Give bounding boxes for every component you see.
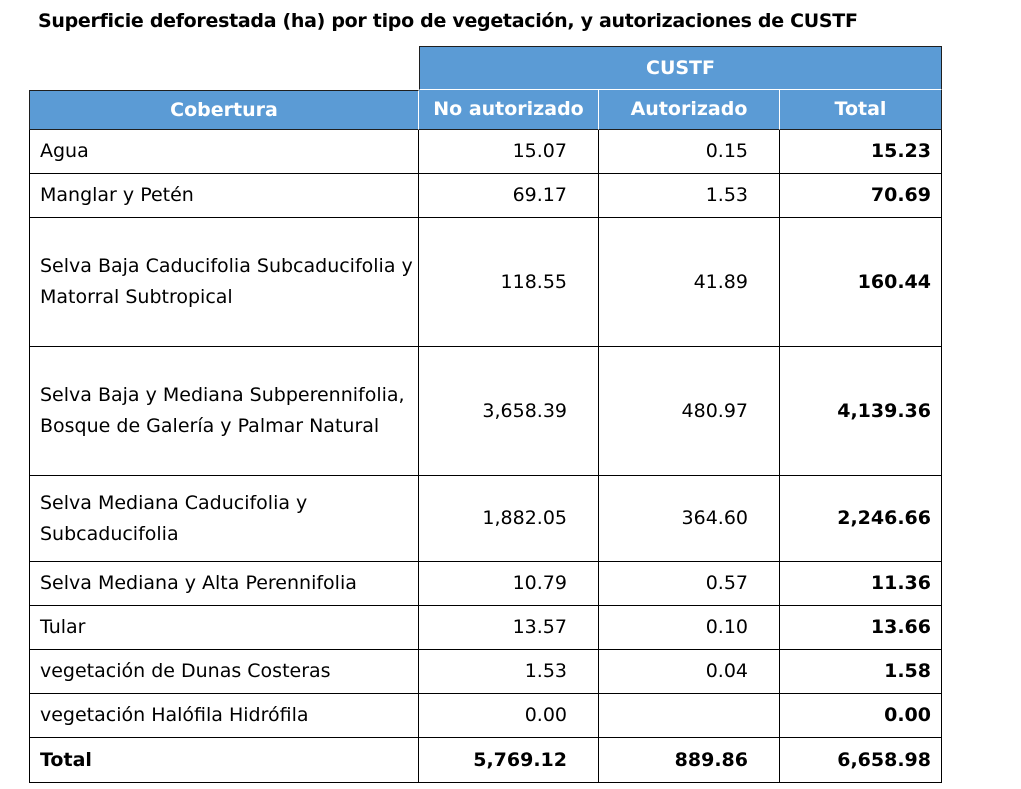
header-spacer [29, 46, 419, 90]
row-cobertura: vegetación Halófila Hidrófila [29, 694, 419, 738]
row-cobertura: Manglar y Petén [29, 174, 419, 218]
row-cobertura: Tular [29, 606, 419, 650]
table-title: Superficie deforestada (ha) por tipo de … [38, 10, 858, 32]
column-header-no-autorizado: No autorizado [419, 90, 599, 130]
row-total: 11.36 [780, 562, 942, 606]
row-autorizado: 480.97 [599, 347, 780, 476]
row-cobertura: Agua [29, 130, 419, 174]
row-no-autorizado: 1.53 [419, 650, 599, 694]
row-no-autorizado: 0.00 [419, 694, 599, 738]
row-autorizado: 0.04 [599, 650, 780, 694]
row-autorizado: 0.10 [599, 606, 780, 650]
row-cobertura: Selva Mediana Caducifolia y Subcaducifol… [29, 476, 419, 562]
row-total: 15.23 [780, 130, 942, 174]
totals-no-autorizado: 5,769.12 [419, 738, 599, 783]
row-total: 1.58 [780, 650, 942, 694]
column-header-cobertura: Cobertura [29, 90, 419, 130]
column-header-autorizado: Autorizado [599, 90, 780, 130]
row-autorizado: 1.53 [599, 174, 780, 218]
deforestation-table: CUSTF Cobertura No autorizado Autorizado… [29, 46, 942, 783]
totals-total: 6,658.98 [780, 738, 942, 783]
row-total: 4,139.36 [780, 347, 942, 476]
row-no-autorizado: 69.17 [419, 174, 599, 218]
row-no-autorizado: 15.07 [419, 130, 599, 174]
row-cobertura: Selva Baja Caducifolia Subcaducifolia y … [29, 218, 419, 347]
row-no-autorizado: 13.57 [419, 606, 599, 650]
row-no-autorizado: 1,882.05 [419, 476, 599, 562]
row-autorizado: 41.89 [599, 218, 780, 347]
row-no-autorizado: 118.55 [419, 218, 599, 347]
row-cobertura: vegetación de Dunas Costeras [29, 650, 419, 694]
totals-label: Total [29, 738, 419, 783]
row-total: 13.66 [780, 606, 942, 650]
group-header-custf: CUSTF [419, 46, 942, 90]
row-total: 0.00 [780, 694, 942, 738]
row-autorizado: 0.57 [599, 562, 780, 606]
row-cobertura: Selva Mediana y Alta Perennifolia [29, 562, 419, 606]
row-cobertura: Selva Baja y Mediana Subperennifolia, Bo… [29, 347, 419, 476]
row-total: 2,246.66 [780, 476, 942, 562]
column-header-total: Total [780, 90, 942, 130]
totals-autorizado: 889.86 [599, 738, 780, 783]
row-total: 70.69 [780, 174, 942, 218]
row-total: 160.44 [780, 218, 942, 347]
row-no-autorizado: 10.79 [419, 562, 599, 606]
row-autorizado: 0.15 [599, 130, 780, 174]
row-autorizado [599, 694, 780, 738]
row-no-autorizado: 3,658.39 [419, 347, 599, 476]
row-autorizado: 364.60 [599, 476, 780, 562]
